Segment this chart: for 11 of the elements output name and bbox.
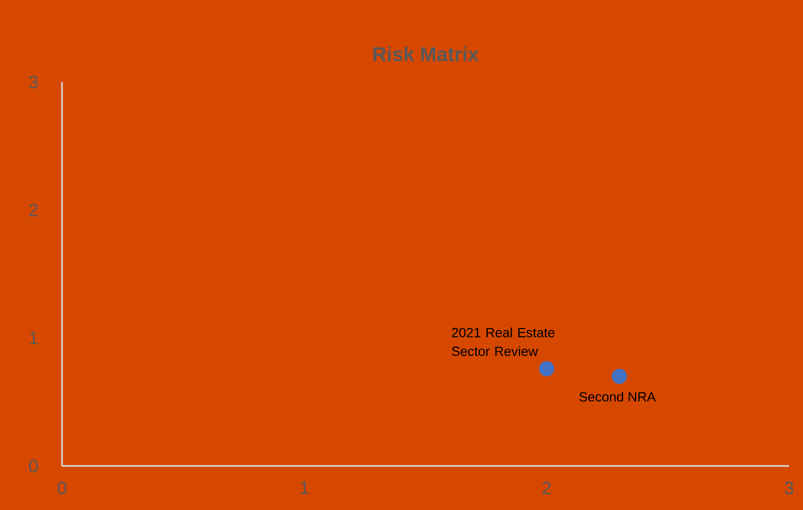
y-tick-label: 2 [29,204,38,216]
x-tick-label: 0 [58,482,66,494]
x-tick-label: 1 [300,482,308,494]
y-tick-label: 0 [29,460,38,472]
chart-title: Risk Matrix [373,46,479,62]
y-tick-label: 1 [30,332,38,344]
x-tick-label: 3 [784,482,794,494]
y-tick-label: 3 [29,76,38,88]
x-tick-label: 2 [542,482,551,494]
series-label: Second NRA [579,392,656,402]
series-label: 2021 Real Estate Sector Review [452,328,554,356]
